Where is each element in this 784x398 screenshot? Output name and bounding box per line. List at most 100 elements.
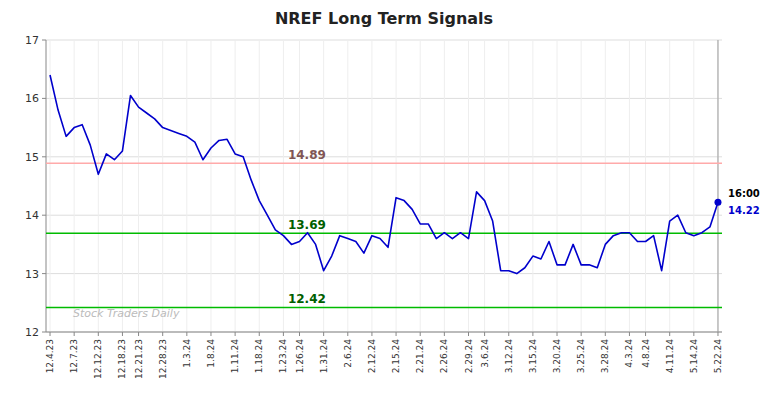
y-tick [42, 273, 46, 274]
grid-line-x [235, 40, 236, 332]
x-tick-label: 1.3.24 [182, 339, 192, 368]
y-tick-label: 13 [25, 268, 39, 281]
grid-line-x [645, 40, 646, 332]
level-label: 12.42 [288, 292, 326, 306]
x-tick [122, 332, 123, 336]
y-tick-label: 16 [25, 92, 39, 105]
last-time: 16:00 [728, 188, 760, 199]
x-tick-label: 2.6.24 [343, 339, 353, 368]
y-tick [42, 215, 46, 216]
y-tick-label: 15 [25, 151, 39, 164]
x-tick [210, 332, 211, 336]
x-tick-label: 12.4.23 [45, 339, 55, 373]
x-tick [50, 332, 51, 336]
grid-line-x [210, 40, 211, 332]
x-tick [645, 332, 646, 336]
x-tick [532, 332, 533, 336]
x-tick-label: 1.11.24 [230, 339, 240, 374]
grid-line-x [508, 40, 509, 332]
x-tick [420, 332, 421, 336]
x-axis-line [46, 332, 722, 333]
x-tick-label: 2.12.24 [367, 339, 377, 374]
y-tick [42, 332, 46, 333]
x-tick-label: 12.28.23 [158, 339, 168, 379]
x-tick [98, 332, 99, 336]
grid-line-x [347, 40, 348, 332]
level-label: 13.69 [288, 218, 326, 232]
x-tick-label: 2.21.24 [415, 339, 425, 374]
x-tick [283, 332, 284, 336]
grid-line-x [605, 40, 606, 332]
grid-line-x [299, 40, 300, 332]
grid-line-x [122, 40, 123, 332]
grid-line-x [532, 40, 533, 332]
x-tick-label: 1.23.24 [278, 339, 288, 374]
x-tick-label: 3.12.24 [504, 339, 514, 374]
x-tick-label: 3.6.24 [480, 339, 490, 368]
x-tick [557, 332, 558, 336]
y-tick [42, 40, 46, 41]
grid-line-y [46, 40, 722, 41]
level-line [46, 162, 722, 164]
x-tick-label: 2.29.24 [464, 339, 474, 374]
x-tick-label: 3.15.24 [528, 339, 538, 374]
plot-area [46, 75, 722, 307]
grid-line-x [693, 40, 694, 332]
x-tick [162, 332, 163, 336]
x-tick [669, 332, 670, 336]
x-tick-label: 3.20.24 [552, 339, 562, 374]
x-tick-label: 4.11.24 [665, 339, 675, 374]
grid-line-x [717, 40, 718, 332]
x-tick-label: 3.25.24 [576, 339, 586, 374]
x-tick-label: 4.8.24 [641, 339, 651, 368]
grid-line-x [557, 40, 558, 332]
title: NREF Long Term Signals [275, 9, 493, 28]
grid-line-x [186, 40, 187, 332]
x-tick [484, 332, 485, 336]
grid-line-y [46, 215, 722, 216]
x-tick-label: 4.3.24 [624, 339, 634, 368]
grid-line-x [74, 40, 75, 332]
price-line [50, 75, 718, 274]
watermark: Stock Traders Daily [73, 307, 180, 320]
x-tick [299, 332, 300, 336]
grid-line-x [581, 40, 582, 332]
x-tick [605, 332, 606, 336]
grid-line-y [46, 98, 722, 99]
x-tick [717, 332, 718, 336]
x-tick-label: 12.12.23 [93, 339, 103, 379]
chart-svg: 12131415161712.4.2312.7.2312.12.2312.18.… [0, 0, 784, 398]
grid-line-x [396, 40, 397, 332]
y-axis: 121314151617 [25, 34, 46, 339]
y-tick [42, 98, 46, 99]
x-tick [259, 332, 260, 336]
grid-line-x [323, 40, 324, 332]
x-tick [444, 332, 445, 336]
grid-line-x [162, 40, 163, 332]
x-tick [508, 332, 509, 336]
x-tick-label: 2.15.24 [391, 339, 401, 374]
last-price: 14.22 [728, 205, 760, 216]
y-tick-label: 14 [25, 209, 39, 222]
last-point-line [717, 40, 718, 332]
x-tick-label: 1.26.24 [295, 339, 305, 374]
grid-line-x [484, 40, 485, 332]
grid-line-y [46, 273, 722, 274]
x-tick-label: 1.31.24 [319, 339, 329, 374]
x-tick [323, 332, 324, 336]
y-axis-line [46, 40, 47, 332]
x-tick-label: 12.18.23 [117, 339, 127, 379]
level-label: 14.89 [288, 148, 326, 162]
grid-line-y [46, 156, 722, 157]
grid-line-y [46, 332, 722, 333]
last-point [714, 199, 721, 206]
grid-line-x [138, 40, 139, 332]
grid-line-x [371, 40, 372, 332]
x-tick-label: 1.18.24 [254, 339, 264, 374]
grid-line-x [50, 40, 51, 332]
chart-container: 12131415161712.4.2312.7.2312.12.2312.18.… [0, 0, 784, 398]
x-tick-label: 12.21.23 [134, 339, 144, 379]
grid-line-x [420, 40, 421, 332]
x-tick-label: 3.28.24 [600, 339, 610, 374]
grid-line-x [468, 40, 469, 332]
